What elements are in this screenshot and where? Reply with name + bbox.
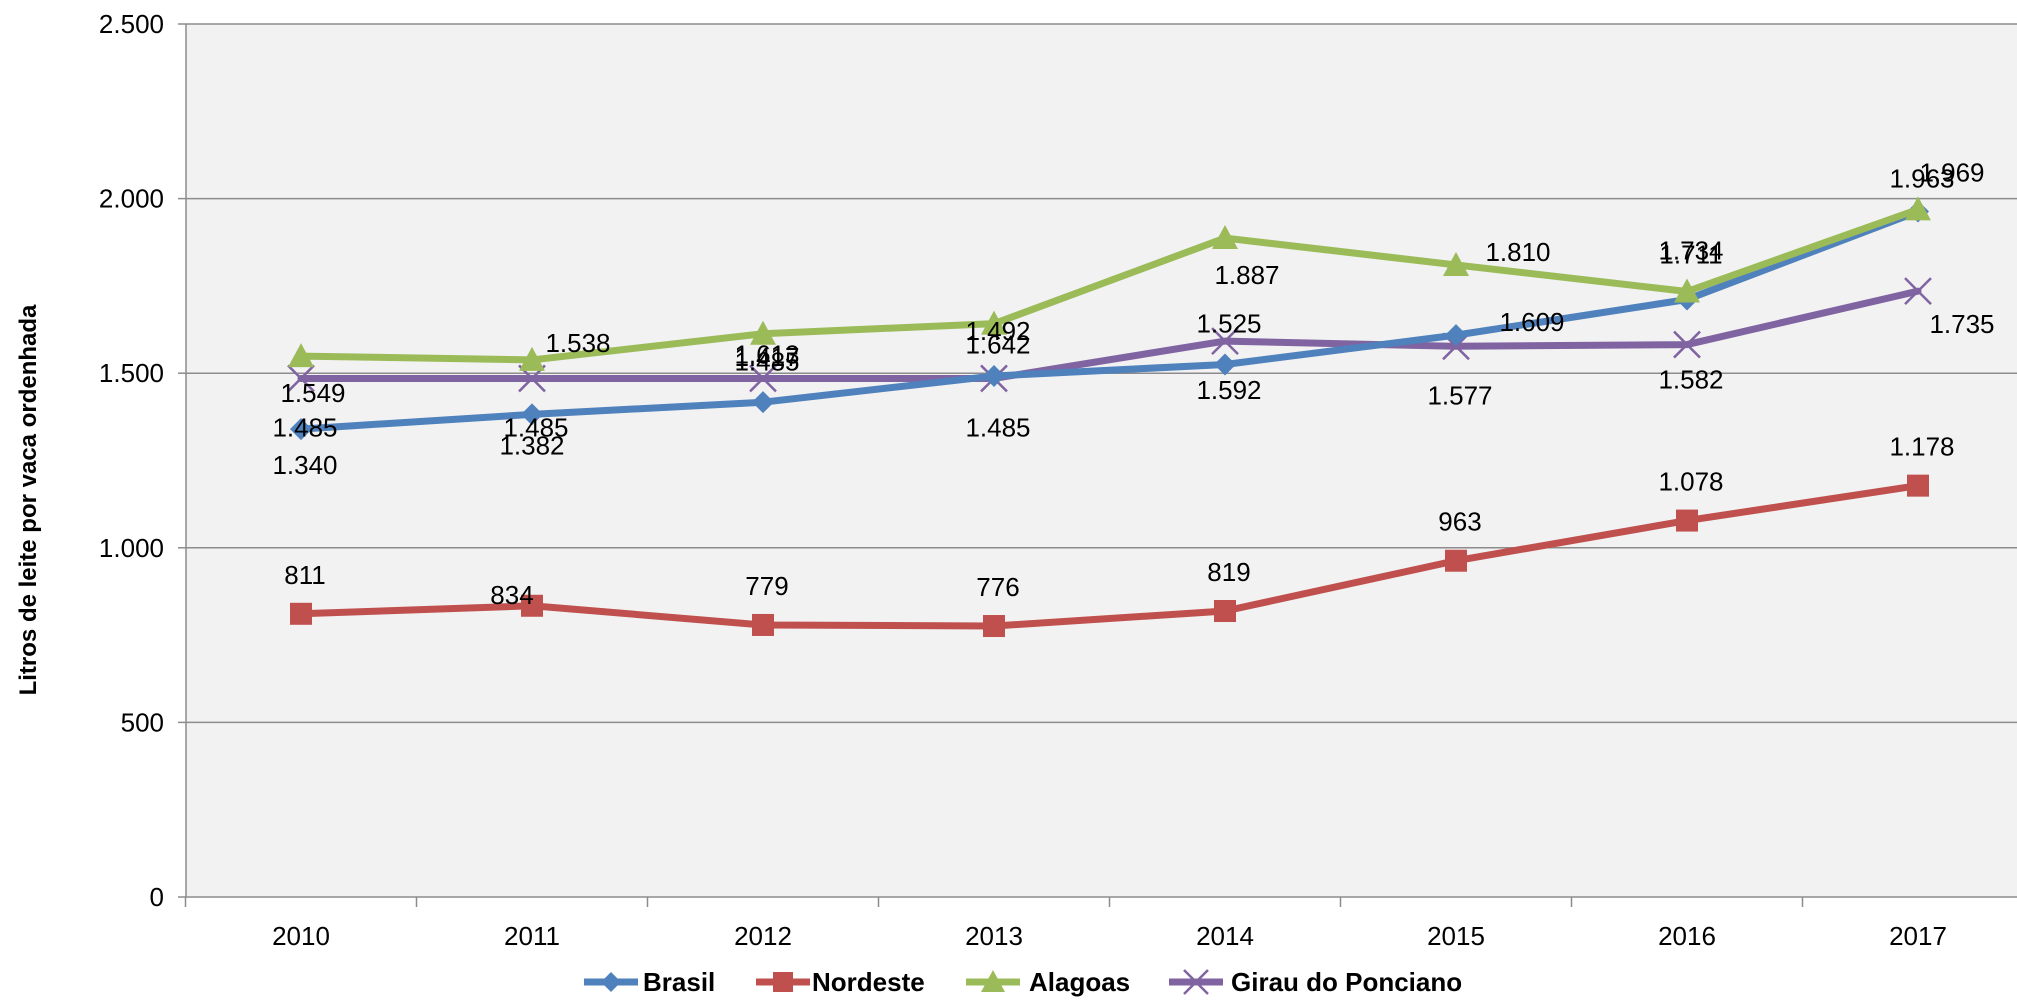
point-marker (519, 346, 545, 371)
data-label: 1.485 (503, 412, 568, 442)
legend-item: Brasil (584, 967, 715, 997)
point-marker (983, 615, 1005, 638)
data-label: 1.485 (965, 412, 1030, 442)
data-label: 1.078 (1658, 467, 1723, 497)
x-tick-label: 2014 (1196, 921, 1254, 951)
point-marker (288, 343, 314, 368)
x-tick-label: 2013 (965, 921, 1023, 951)
x-tick-label: 2011 (504, 921, 560, 951)
data-label: 1.609 (1499, 307, 1564, 337)
y-tick-label: 2.500 (99, 9, 164, 39)
series-alagoas (288, 196, 1931, 371)
series-line (297, 482, 1922, 630)
point-marker (1905, 196, 1931, 221)
y-tick-label: 0 (150, 882, 164, 912)
tick-labels: 0 500 1.000 1.500 2.000 2.500 2010 2011 2012 2013… (99, 9, 1947, 951)
data-label: 1.492 (965, 316, 1030, 346)
point-marker (750, 320, 776, 345)
data-label: 1.417 (734, 342, 799, 372)
data-label: 1.734 (1658, 235, 1723, 265)
data-label: 1.887 (1214, 260, 1279, 290)
point-marker (290, 418, 312, 441)
point-marker (1904, 277, 1932, 306)
data-label: 1.577 (1427, 380, 1492, 410)
legend-label: Girau do Ponciano (1231, 967, 1462, 997)
y-tick-label: 2.000 (99, 184, 164, 214)
y-tick-label: 1.000 (99, 533, 164, 563)
axes (178, 23, 2017, 907)
point-marker (983, 364, 1005, 387)
point-marker (521, 594, 543, 617)
point-marker (287, 364, 315, 393)
data-label: 1.592 (1196, 375, 1261, 405)
data-label: 1.549 (280, 378, 345, 408)
legend-label: Nordeste (812, 967, 925, 997)
data-label: 1.642 (965, 330, 1030, 360)
y-axis-label: Litros de leite por vaca ordenhada (15, 304, 42, 695)
point-marker (1676, 509, 1698, 532)
point-marker (1214, 353, 1236, 376)
point-marker (1214, 600, 1236, 623)
point-marker (521, 403, 543, 426)
point-marker (1445, 324, 1467, 347)
data-label: 1.340 (272, 450, 337, 480)
data-label: 1.711 (1659, 240, 1722, 270)
legend-label: Alagoas (1029, 967, 1130, 997)
point-marker (752, 391, 774, 414)
data-label: 963 (1438, 507, 1481, 537)
data-label: 1.485 (734, 346, 799, 376)
data-label: 1.582 (1658, 365, 1723, 395)
data-label: 1.178 (1889, 432, 1954, 462)
point-marker (290, 602, 312, 625)
x-tick-label: 2012 (734, 921, 792, 951)
data-label: 819 (1207, 557, 1250, 587)
data-label: 1.485 (272, 412, 337, 442)
legend: Brasil Nordeste Alagoas Girau do Ponciano (584, 967, 1462, 997)
point-marker (752, 613, 774, 636)
legend-item: Alagoas (966, 967, 1130, 997)
data-label: 1.525 (1196, 308, 1261, 338)
data-label: 834 (490, 580, 533, 610)
point-marker (1673, 330, 1701, 359)
data-label: 1.969 (1919, 157, 1984, 187)
data-label: 1.382 (499, 430, 564, 460)
point-marker (1212, 225, 1238, 250)
data-label: 1.810 (1485, 237, 1550, 267)
x-tick-label: 2016 (1658, 921, 1716, 951)
point-marker (601, 972, 621, 992)
point-marker (749, 364, 777, 393)
point-marker (1443, 251, 1469, 276)
data-label: 779 (745, 571, 788, 601)
point-marker (1445, 549, 1467, 572)
plot-area (186, 24, 2017, 897)
point-marker (1907, 474, 1929, 497)
series-nordeste (290, 474, 1929, 638)
legend-item: Girau do Ponciano (1169, 967, 1462, 997)
point-marker (1211, 327, 1239, 355)
legend-label: Brasil (643, 967, 715, 997)
x-tick-label: 2010 (272, 921, 330, 951)
point-marker (981, 310, 1007, 335)
point-marker (773, 972, 793, 992)
series-line (297, 205, 1922, 364)
x-tick-label: 2017 (1889, 921, 1947, 951)
y-tick-label: 1.500 (99, 358, 164, 388)
x-tick-label: 2015 (1427, 921, 1485, 951)
y-tick-label: 500 (121, 707, 164, 737)
data-label: 776 (976, 572, 1019, 602)
point-marker (1183, 969, 1209, 995)
data-label: 811 (284, 560, 325, 590)
series-line (297, 208, 1922, 433)
data-label: 1.735 (1929, 309, 1994, 339)
data-label: 1.538 (545, 328, 610, 358)
data-labels: 1.340 1.382 1.417 1.492 1.525 1.609 1.711 1.963… (272, 157, 1994, 609)
series-layer (287, 196, 1932, 638)
point-marker (1674, 278, 1700, 303)
series-line (297, 287, 1922, 382)
point-marker (981, 970, 1005, 992)
data-label: 1.963 (1889, 164, 1954, 194)
data-label: 1.613 (734, 340, 799, 370)
legend-item: Nordeste (756, 967, 925, 997)
